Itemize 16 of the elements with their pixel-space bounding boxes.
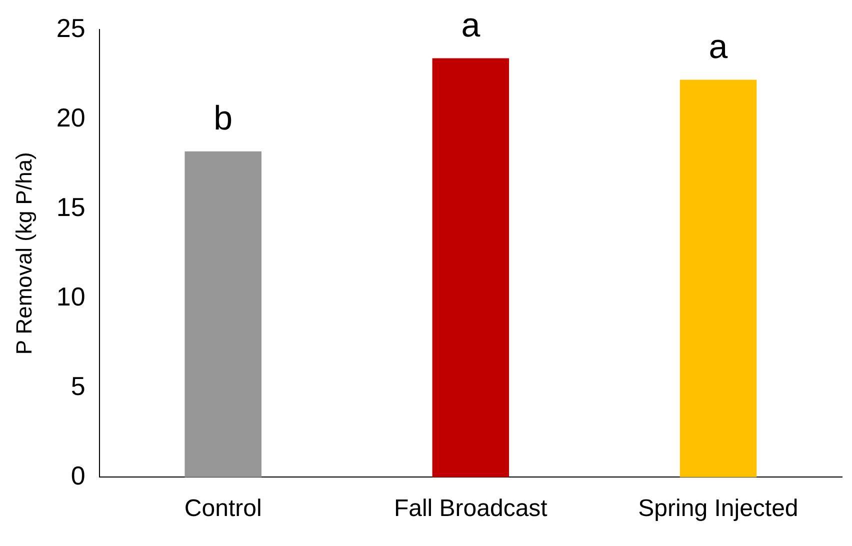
y-tick-label: 5: [70, 370, 86, 401]
y-tick-label: 10: [56, 281, 86, 312]
x-tick-label: Spring Injected: [638, 495, 798, 522]
bar: [432, 58, 510, 478]
y-axis-title: P Removal (kg P/ha): [11, 152, 36, 355]
annotation: b: [214, 100, 233, 138]
y-tick-label: 15: [56, 192, 86, 222]
x-tick-label: Control: [184, 495, 262, 522]
annotation: a: [708, 28, 728, 66]
y-tick-label: 25: [56, 12, 86, 43]
bar: [680, 80, 757, 478]
x-tick-label: Fall Broadcast: [394, 495, 548, 522]
annotation: a: [461, 6, 480, 45]
bar: [184, 151, 262, 478]
y-tick-label: 0: [70, 460, 86, 490]
y-tick-label: 20: [56, 102, 86, 132]
